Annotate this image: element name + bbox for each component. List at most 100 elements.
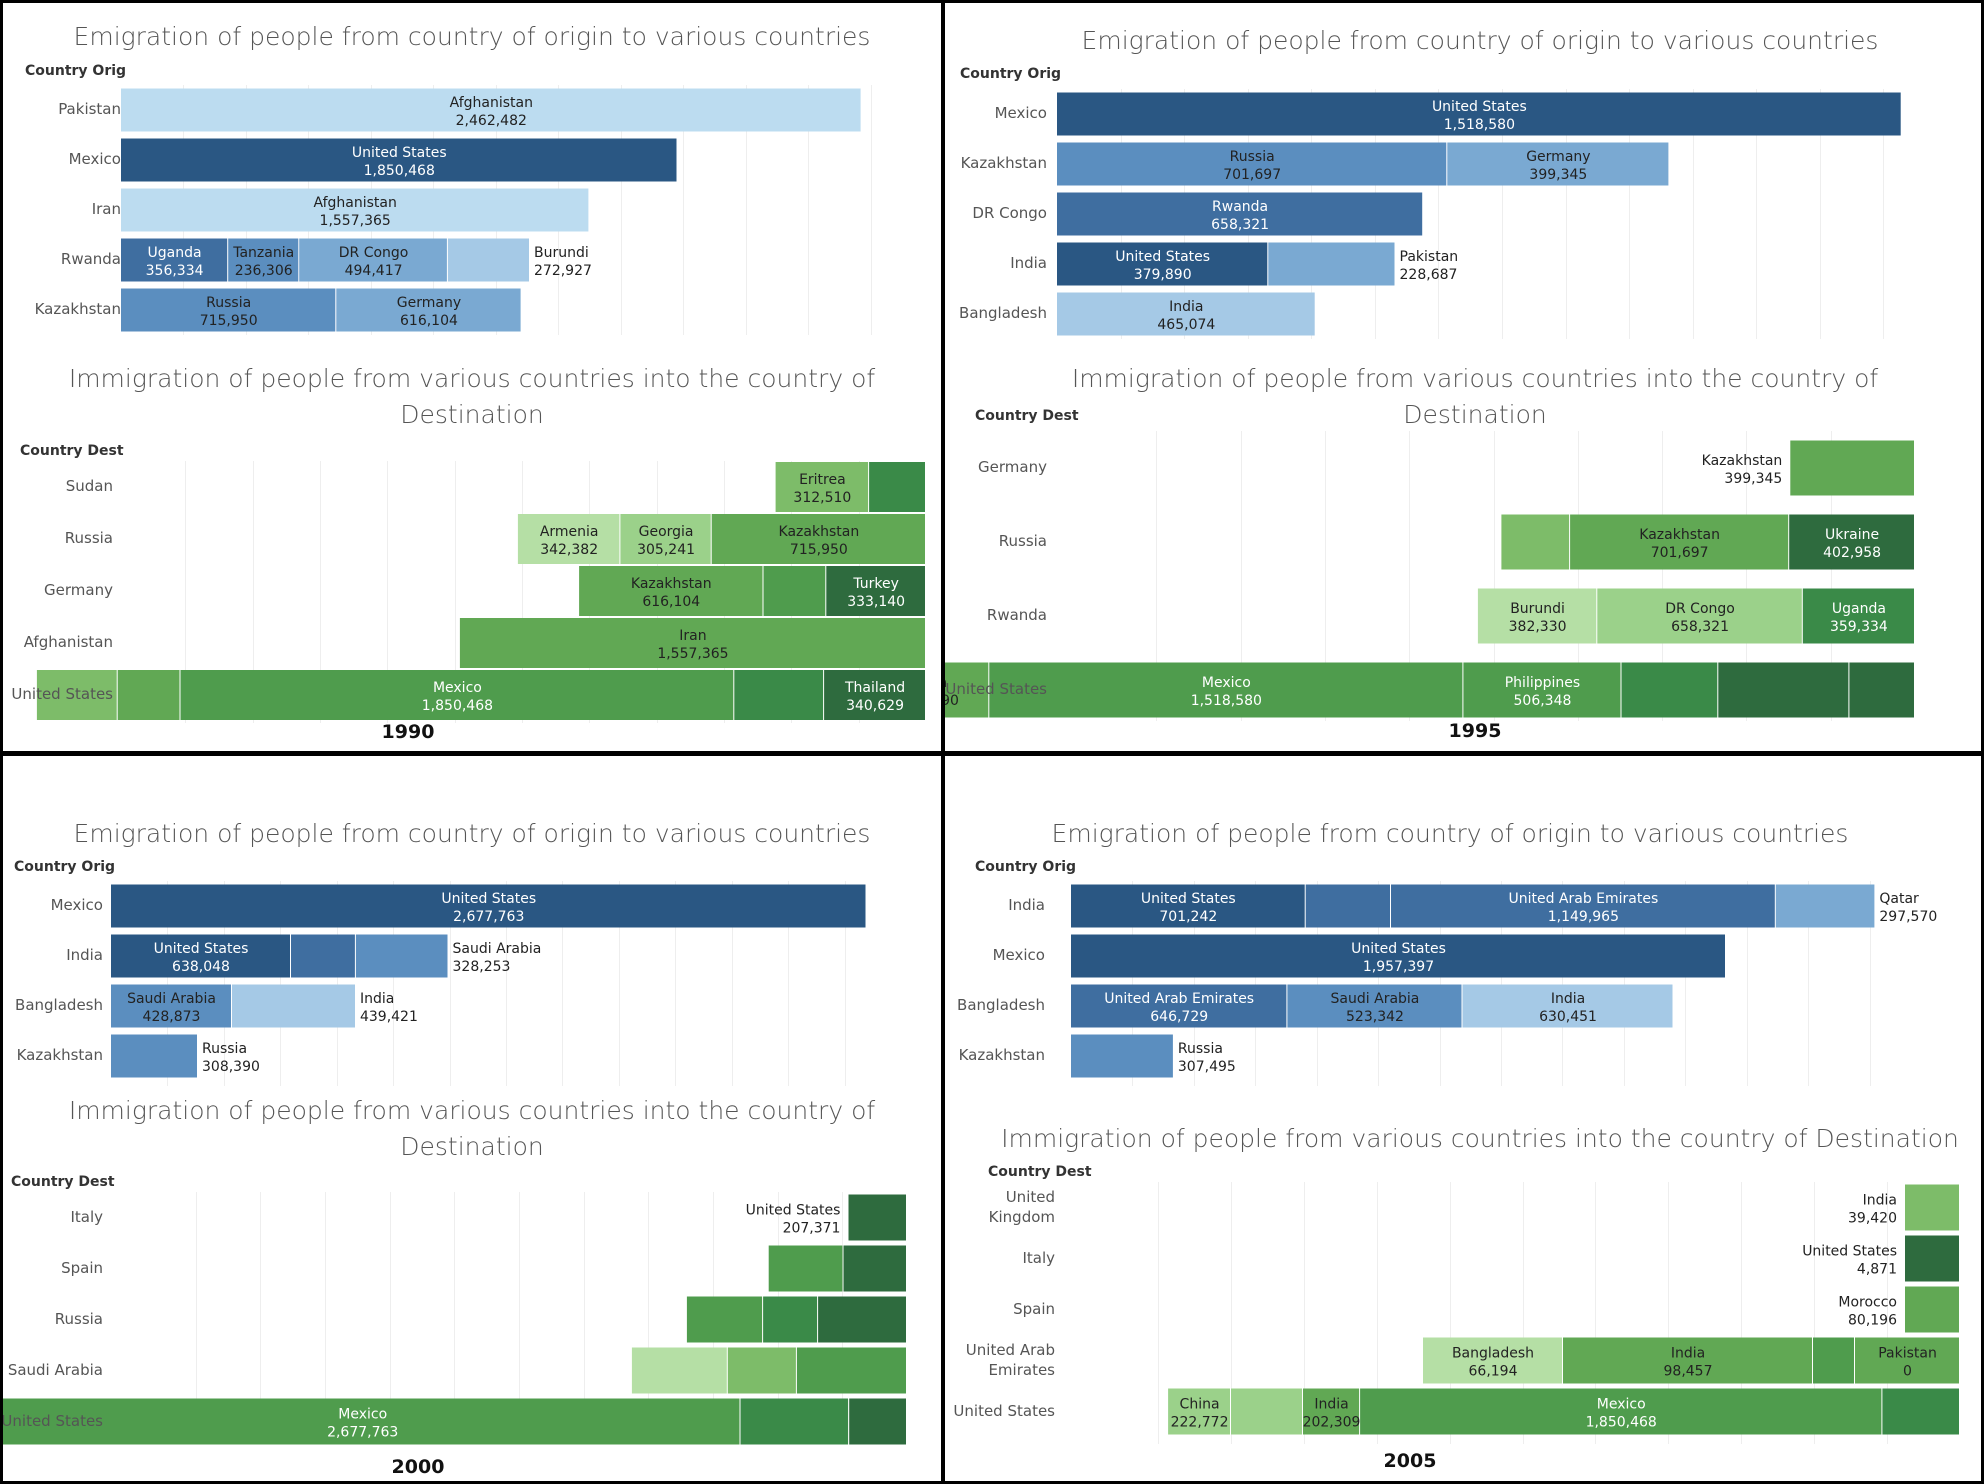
bar-segment-united-states[interactable] (848, 1194, 907, 1241)
bar-segment[interactable] (686, 1296, 763, 1343)
bar-segment-kazakhstan[interactable] (1790, 440, 1914, 496)
bar-segment[interactable] (291, 934, 355, 978)
bar-segment-russia[interactable] (1071, 1034, 1173, 1078)
bar-segment-armenia[interactable] (517, 514, 620, 564)
bar-segment-mexico[interactable] (989, 662, 1463, 718)
bar-segment[interactable] (1849, 662, 1914, 718)
bar-segment-afghanistan[interactable] (121, 188, 589, 232)
bar-segment-china[interactable] (1168, 1388, 1230, 1435)
bar-segment[interactable] (631, 1347, 727, 1394)
bar-segment[interactable] (818, 1296, 906, 1343)
bar-segment[interactable] (1882, 1388, 1959, 1435)
bar-segment-mexico[interactable] (180, 670, 734, 720)
bar-segment[interactable] (1501, 514, 1570, 570)
bar-row-united-arab-emirates: Bangladesh 66,194 India 98,457 Pakistan 0 (1423, 1337, 1959, 1384)
bar-segment-ukraine[interactable] (1789, 514, 1914, 570)
bar-segment-united-states[interactable] (111, 934, 290, 978)
bar-label-name: Pakistan (1400, 249, 1459, 265)
bar-segment-india[interactable] (1303, 1388, 1360, 1435)
bar-segment[interactable] (763, 1296, 818, 1343)
bar-segment-eritrea[interactable] (775, 462, 869, 512)
emigration-chart-title: Emigration of people from country of ori… (73, 819, 871, 848)
bar-segment-india[interactable] (232, 984, 355, 1028)
bar-segment-pakistan[interactable] (1268, 242, 1395, 286)
bar-segment[interactable] (727, 1347, 796, 1394)
bar-label-name: Eritrea (799, 472, 846, 488)
bar-segment[interactable] (768, 1245, 843, 1292)
bar-label-value: 506,348 (1514, 693, 1572, 709)
bar-segment-mexico[interactable] (1360, 1388, 1882, 1435)
bar-segment-uganda[interactable] (1802, 588, 1914, 644)
bar-segment[interactable] (117, 670, 180, 720)
bar-segment[interactable] (869, 462, 925, 512)
bar-label-name: Saudi Arabia (1331, 991, 1420, 1007)
bar-segment-burundi[interactable] (447, 238, 529, 282)
bar-segment-saudi-arabia[interactable] (355, 934, 448, 978)
bar-segment-dr-congo[interactable] (1597, 588, 1802, 644)
bar-label-value: 1,518,580 (1444, 117, 1515, 133)
bar-segment-united-arab-emirates[interactable] (1391, 884, 1775, 928)
bar-segment-russia[interactable] (1057, 142, 1447, 186)
bar-segment[interactable] (734, 670, 824, 720)
bar-segment-saudi-arabia[interactable] (111, 984, 231, 1028)
bar-segment-saudi-arabia[interactable] (1287, 984, 1462, 1028)
bar-segment-kazakhstan[interactable] (1570, 514, 1789, 570)
bar-segment-kazakhstan[interactable] (579, 566, 763, 616)
bar-segment-rwanda[interactable] (1057, 192, 1423, 236)
bar-segment-tanzania[interactable] (228, 238, 299, 282)
bar-row-afghanistan: Iran 1,557,365 (459, 618, 925, 668)
bar-segment-kazakhstan[interactable] (711, 514, 925, 564)
bar-segment-morocco[interactable] (1905, 1286, 1959, 1333)
bar-segment-united-states[interactable] (1057, 92, 1901, 136)
bar-segment-qatar[interactable] (1775, 884, 1875, 928)
row-label-united-states: United States (3, 1411, 103, 1430)
bar-label-name: Burundi (534, 245, 589, 261)
bar-segment-united-states[interactable] (1071, 934, 1725, 978)
bar-segment-georgia[interactable] (620, 514, 711, 564)
bar-segment-india[interactable] (1462, 984, 1673, 1028)
bar-segment-united-states[interactable] (1071, 884, 1305, 928)
immigration-bar-chart: United States207,371China796,005India638… (3, 1192, 907, 1445)
bar-row-united-states: China 222,772 India 202,309 Mexico 1,850,468 (1168, 1388, 1959, 1435)
bar-segment-united-states[interactable] (121, 138, 677, 182)
bar-segment[interactable] (36, 670, 117, 720)
bar-label-value: 297,570 (1879, 909, 1937, 925)
bar-segment-germany[interactable] (336, 288, 521, 332)
bar-segment-india[interactable] (945, 662, 989, 718)
bar-segment-dr-congo[interactable] (299, 238, 447, 282)
bar-segment[interactable] (1621, 662, 1718, 718)
bar-segment-united-states[interactable] (1057, 242, 1268, 286)
bar-segment[interactable] (796, 1347, 906, 1394)
bar-segment-philippines[interactable] (1463, 662, 1621, 718)
bar-segment-russia[interactable] (121, 288, 336, 332)
bar-label-name: Uganda (1832, 601, 1886, 617)
bar-segment[interactable] (1813, 1337, 1854, 1384)
bar-segment-afghanistan[interactable] (121, 88, 861, 132)
bar-row-germany: Kazakhstan 616,104 Turkey 333,140 (579, 566, 925, 616)
bar-segment[interactable] (763, 566, 826, 616)
bar-label-value: 222,772 (1171, 1415, 1229, 1431)
bar-segment-bangladesh[interactable] (1423, 1337, 1562, 1384)
bar-segment-mexico[interactable] (3, 1398, 740, 1445)
bar-segment[interactable] (1305, 884, 1390, 928)
bar-segment-india[interactable] (1905, 1184, 1959, 1231)
bar-segment-united-states[interactable] (111, 884, 866, 928)
bar-segment[interactable] (843, 1245, 907, 1292)
bar-segment-uganda[interactable] (121, 238, 228, 282)
bar-segment-pakistan[interactable] (1855, 1337, 1959, 1384)
bar-segment-iran[interactable] (459, 618, 925, 668)
bar-segment[interactable] (740, 1398, 849, 1445)
bar-segment[interactable] (1718, 662, 1849, 718)
bar-segment[interactable] (1231, 1388, 1302, 1435)
bar-segment-india[interactable] (1057, 292, 1315, 336)
bar-segment-thailand[interactable] (824, 670, 925, 720)
bar-segment-united-arab-emirates[interactable] (1071, 984, 1287, 1028)
bar-segment[interactable] (849, 1398, 906, 1445)
bar-segment-burundi[interactable] (1477, 588, 1597, 644)
bar-segment-germany[interactable] (1447, 142, 1669, 186)
bar-segment-turkey[interactable] (826, 566, 925, 616)
bar-segment-india[interactable] (1563, 1337, 1812, 1384)
bar-segment-russia[interactable] (111, 1034, 197, 1078)
bar-label-name: Russia (206, 295, 251, 311)
bar-segment-united-states[interactable] (1905, 1235, 1959, 1282)
